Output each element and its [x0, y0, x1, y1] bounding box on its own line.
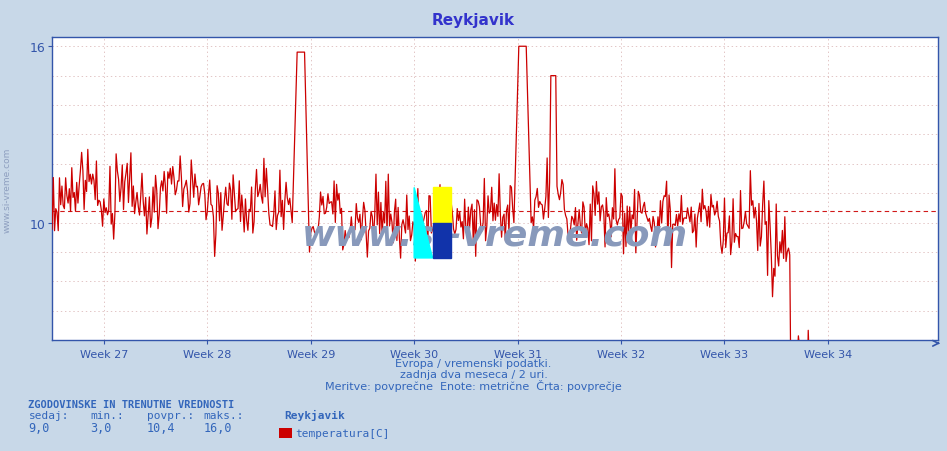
Text: 3,0: 3,0	[90, 421, 112, 434]
Text: Meritve: povprečne  Enote: metrične  Črta: povprečje: Meritve: povprečne Enote: metrične Črta:…	[325, 380, 622, 391]
Text: www.si-vreme.com: www.si-vreme.com	[302, 218, 688, 252]
Polygon shape	[414, 188, 433, 258]
Text: 16,0: 16,0	[204, 421, 232, 434]
Text: sedaj:: sedaj:	[28, 410, 69, 420]
Text: maks.:: maks.:	[204, 410, 244, 420]
Polygon shape	[433, 188, 451, 223]
Text: povpr.:: povpr.:	[147, 410, 194, 420]
Text: Reykjavik: Reykjavik	[284, 410, 345, 420]
Text: zadnja dva meseca / 2 uri.: zadnja dva meseca / 2 uri.	[400, 369, 547, 379]
Text: temperatura[C]: temperatura[C]	[295, 428, 390, 438]
Text: 9,0: 9,0	[28, 421, 50, 434]
Text: min.:: min.:	[90, 410, 124, 420]
Polygon shape	[433, 223, 451, 258]
Text: Evropa / vremenski podatki.: Evropa / vremenski podatki.	[395, 358, 552, 368]
Text: 10,4: 10,4	[147, 421, 175, 434]
Text: www.si-vreme.com: www.si-vreme.com	[3, 147, 12, 232]
Text: Reykjavik: Reykjavik	[432, 13, 515, 28]
Text: ZGODOVINSKE IN TRENUTNE VREDNOSTI: ZGODOVINSKE IN TRENUTNE VREDNOSTI	[28, 399, 235, 409]
